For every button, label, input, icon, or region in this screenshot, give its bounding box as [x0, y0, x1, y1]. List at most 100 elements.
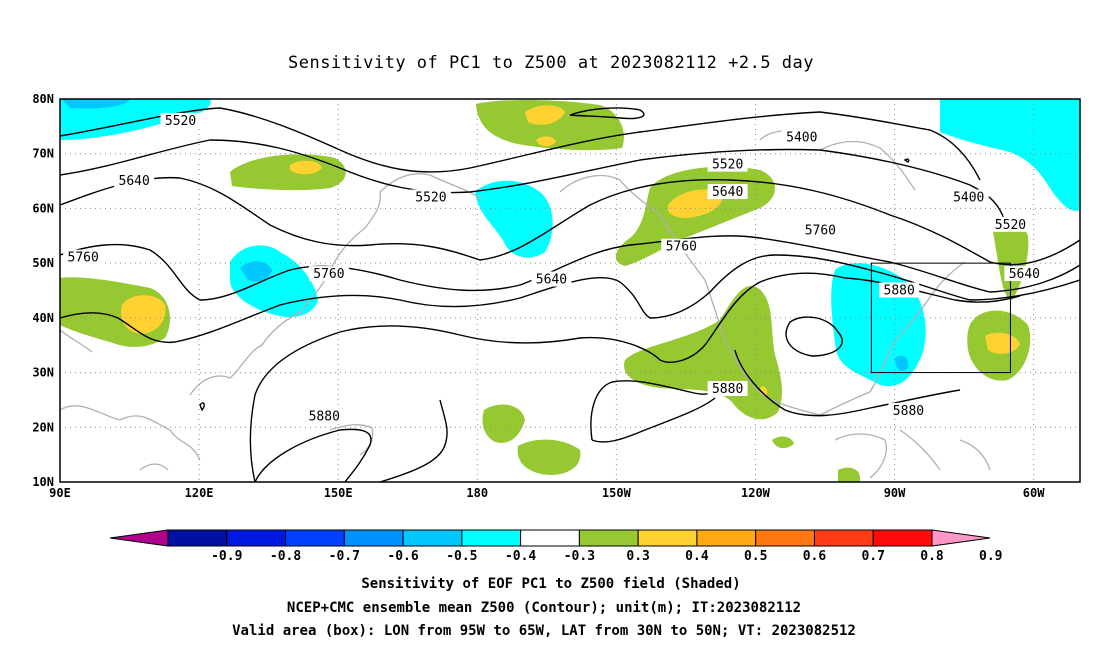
y-axis-labels: 10N 20N 30N 40N 50N 60N 70N 80N [32, 92, 54, 489]
contour-label-background [800, 222, 841, 238]
contour-line [785, 316, 843, 357]
map-frame [59, 98, 1081, 483]
negative-sensitivity-region [62, 99, 130, 109]
contour-label: 5880 [884, 284, 915, 299]
contour-line [903, 158, 910, 163]
map-panel: 5520 5400 5520 5640 5640 5520 5400 5520 5760 5760… [32, 92, 1081, 500]
contour-label: 5520 [995, 218, 1026, 233]
contour-line [60, 107, 981, 181]
contour-line [60, 235, 1080, 301]
x-tick-label: 60W [1023, 486, 1045, 500]
positive-sensitivity-region [536, 136, 556, 147]
colorbar-label: 0.6 [803, 549, 827, 564]
contour-line [734, 349, 961, 417]
contour-label-background [707, 184, 748, 200]
x-tick-label: 120E [185, 486, 214, 500]
contour-label: 5640 [712, 185, 743, 200]
colorbar-arrow-low [109, 529, 169, 547]
y-tick-label: 70N [32, 147, 54, 161]
positive-sensitivity-region [476, 99, 624, 151]
contour-label: 5520 [415, 190, 446, 205]
y-tick-label: 20N [32, 420, 54, 434]
contour-label-background [879, 282, 920, 298]
contour-line [249, 272, 846, 482]
contour-label-background [63, 249, 104, 265]
contour-label-background [114, 173, 155, 189]
colorbar-swatch [520, 529, 580, 547]
contour-line [379, 399, 448, 482]
colorbar-swatch [167, 529, 228, 547]
positive-sensitivity-region [838, 467, 860, 482]
contour-label: 5880 [712, 382, 743, 397]
contour-label: 5760 [313, 267, 344, 282]
contour-labels: 5520 5400 5520 5640 5640 5520 5400 5520 5760 5760… [63, 112, 1045, 424]
colorbar: -0.9 -0.8 -0.7 -0.6 -0.5 -0.4 -0.3 0.3 0.4 0.5 0.6… [109, 529, 1003, 564]
negative-sensitivity-region [240, 261, 272, 282]
colorbar-label: 0.4 [685, 549, 709, 564]
x-tick-label: 90E [49, 486, 71, 500]
colorbar-arrow-high [931, 529, 991, 547]
colorbar-label: -0.8 [270, 549, 301, 564]
contour-label-background [781, 129, 822, 145]
contour-label-background [707, 380, 748, 396]
contour-label: 5520 [712, 158, 743, 173]
note-valid-area: Valid area (box): LON from 95W to 65W, L… [232, 623, 856, 639]
colorbar-label: -0.6 [387, 549, 418, 564]
x-axis-labels: 90E 120E 150E 180 150W 120W 90W 60W [49, 486, 1045, 500]
positive-sensitivity-region [985, 332, 1020, 354]
colorbar-label: 0.5 [744, 549, 767, 564]
contour-line [254, 428, 372, 482]
colorbar-label: -0.9 [211, 549, 242, 564]
positive-sensitivity-region [482, 404, 525, 443]
contour-line [590, 380, 716, 441]
negative-sensitivity-region [940, 99, 1080, 211]
note-contour: NCEP+CMC ensemble mean Z500 (Contour); u… [287, 600, 801, 616]
x-tick-label: 150W [602, 486, 632, 500]
contour-label-background [1004, 266, 1045, 282]
x-tick-label: 150E [324, 486, 353, 500]
contour-label-background [410, 189, 451, 205]
colorbar-label: 0.8 [920, 549, 944, 564]
valid-area-box [870, 262, 1011, 374]
contour-label-background [304, 408, 345, 424]
colorbar-label: -0.5 [446, 549, 477, 564]
contour-label: 5760 [666, 240, 697, 255]
contour-label-background [160, 112, 201, 128]
contour-label: 5400 [953, 190, 984, 205]
contour-line [60, 139, 1006, 223]
colorbar-label: -0.7 [329, 549, 360, 564]
colorbar-swatch [872, 529, 933, 547]
colorbar-label: -0.3 [564, 549, 595, 564]
x-tick-label: 120W [741, 486, 771, 500]
contour-label-background [990, 216, 1031, 232]
contour-line [591, 397, 716, 443]
contour-line [569, 107, 645, 120]
contour-label: 5400 [786, 130, 817, 145]
contour-line [844, 277, 1021, 303]
figure-title: Sensitivity of PC1 to Z500 at 2023082112… [288, 53, 814, 73]
contour-label: 5880 [893, 404, 924, 419]
contour-label: 5880 [309, 409, 340, 424]
colorbar-swatch [755, 529, 815, 547]
colorbar-swatch [637, 529, 698, 547]
positive-sensitivity-region [525, 105, 565, 125]
contour-label: 5520 [165, 114, 196, 129]
y-tick-label: 60N [32, 201, 54, 215]
positive-sensitivity-region [290, 160, 322, 175]
colorbar-swatch [813, 529, 874, 547]
note-shaded: Sensitivity of EOF PC1 to Z500 field (Sh… [361, 576, 740, 592]
colorbar-swatch [461, 529, 522, 547]
z500-contours [60, 107, 1080, 482]
contour-label: 5760 [805, 223, 836, 238]
contour-label-background [531, 271, 572, 287]
contour-label-background [707, 156, 748, 172]
colorbar-label: 0.3 [626, 549, 649, 564]
contour-label-background [661, 238, 702, 254]
contour-line [60, 176, 1080, 266]
colorbar-swatch [226, 529, 287, 547]
colorbar-label: 0.7 [861, 549, 884, 564]
contour-label: 5640 [119, 174, 150, 189]
contour-label-background [888, 402, 929, 418]
map-background [60, 99, 1080, 482]
